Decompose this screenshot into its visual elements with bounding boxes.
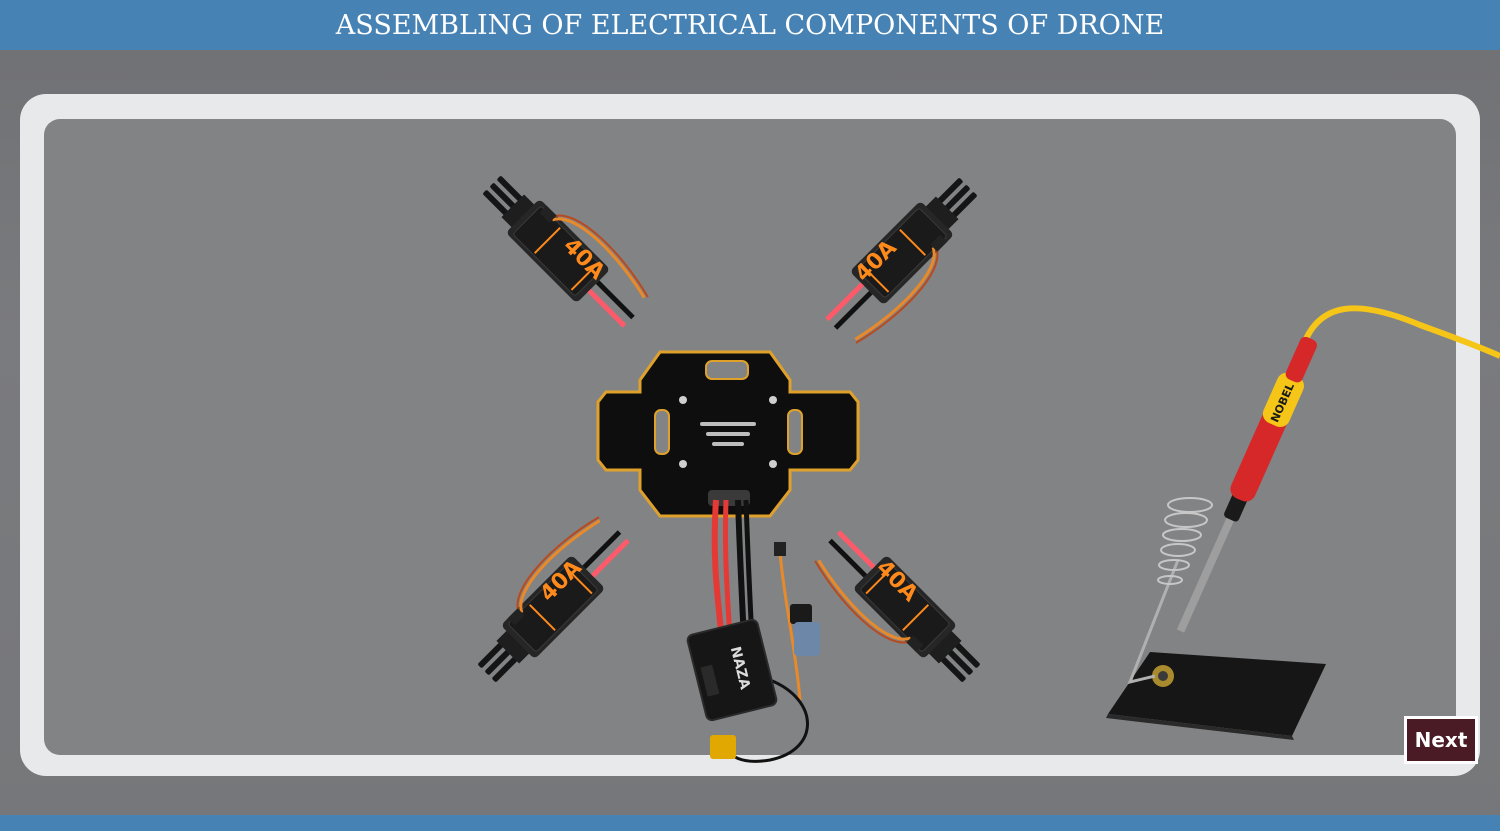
bottom-bar — [0, 815, 1500, 831]
soldering-iron[interactable]: NOBEL — [1168, 333, 1324, 637]
title-bar: ASSEMBLING OF ELECTRICAL COMPONENTS OF D… — [0, 0, 1500, 50]
flight-controller[interactable]: NAZA — [686, 618, 778, 722]
esc-top-right[interactable]: 40A — [814, 169, 997, 352]
next-button[interactable]: Next — [1404, 716, 1478, 764]
page-title: ASSEMBLING OF ELECTRICAL COMPONENTS OF D… — [335, 9, 1165, 41]
esc-bottom-right[interactable]: 40A — [806, 519, 989, 702]
xt60-connector — [710, 735, 736, 759]
soldering-stand — [1106, 497, 1326, 740]
esc-top-left[interactable]: 40A — [475, 156, 657, 338]
blue-connector — [790, 604, 820, 656]
esc-bottom-left[interactable]: 40A — [458, 508, 640, 690]
soldering-iron-cable — [1300, 305, 1500, 359]
drone-frame-plate — [596, 350, 860, 518]
